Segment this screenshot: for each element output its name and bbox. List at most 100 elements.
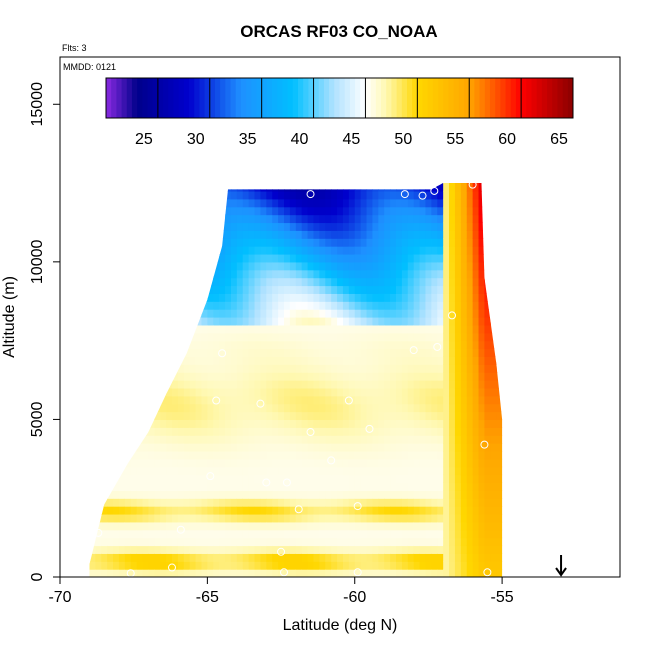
heatmap-cell <box>372 246 379 255</box>
heatmap-cell <box>466 498 474 507</box>
heatmap-cell <box>225 450 232 460</box>
heatmap-cell <box>172 553 179 562</box>
heatmap-cell <box>366 387 374 397</box>
heatmap-cell <box>189 183 197 192</box>
heatmap-cell <box>490 474 497 484</box>
heatmap-cell <box>396 348 403 357</box>
heatmap-cell <box>419 332 427 342</box>
heatmap-cell <box>272 190 279 200</box>
heatmap-cell <box>101 293 108 302</box>
heatmap-cell <box>384 490 391 499</box>
heatmap-cell <box>384 403 391 413</box>
heatmap-cell <box>219 419 226 428</box>
heatmap-cell <box>319 332 326 342</box>
heatmap-cell <box>342 529 350 539</box>
heatmap-cell <box>378 506 385 515</box>
heatmap-cell <box>130 285 138 294</box>
sample-point <box>277 547 286 556</box>
heatmap-cell <box>201 324 208 334</box>
heatmap-cell <box>260 403 267 413</box>
heatmap-cell <box>230 513 238 523</box>
heatmap-cell <box>254 340 262 350</box>
y-tick-label: 5000 <box>29 402 46 438</box>
heatmap-cell <box>89 183 96 184</box>
heatmap-cell <box>407 466 415 476</box>
heatmap-cell <box>189 458 197 468</box>
heatmap-cell <box>313 458 320 468</box>
heatmap-cell <box>472 506 480 515</box>
heatmap-cell <box>142 545 150 554</box>
heatmap-cell <box>289 561 297 570</box>
heatmap-cell <box>460 214 468 224</box>
heatmap-cell <box>154 364 161 373</box>
heatmap-cell <box>466 230 474 239</box>
heatmap-cell <box>107 293 114 302</box>
heatmap-cell <box>95 411 102 421</box>
heatmap-cell <box>260 261 267 271</box>
heatmap-cell <box>225 230 232 239</box>
heatmap-cell <box>342 190 350 200</box>
heatmap-cell <box>484 419 491 428</box>
heatmap-cell <box>89 498 91 507</box>
heatmap-cell <box>142 513 150 523</box>
heatmap-cell <box>113 238 120 247</box>
heatmap-cell <box>248 332 256 342</box>
heatmap-cell <box>472 553 480 562</box>
heatmap-cell <box>407 482 415 491</box>
heatmap-cell <box>413 246 421 255</box>
heatmap-cell <box>384 253 391 263</box>
heatmap-cell <box>419 521 427 531</box>
heatmap-cell <box>195 183 203 184</box>
heatmap-cell <box>248 380 256 389</box>
heatmap-cell <box>148 521 155 531</box>
heatmap-cell <box>95 545 102 554</box>
heatmap-cell <box>348 380 356 389</box>
heatmap-cell <box>413 332 421 342</box>
heatmap-cell <box>396 356 403 365</box>
heatmap-cell <box>466 356 474 365</box>
heatmap-cell <box>437 427 444 436</box>
heatmap-cell <box>195 506 203 515</box>
y-tick-label: 15000 <box>29 82 46 127</box>
heatmap-cell <box>248 545 256 554</box>
colorbar-segment <box>406 78 413 118</box>
heatmap-cell <box>101 332 108 342</box>
heatmap-cell <box>449 356 456 365</box>
heatmap-cell <box>348 529 356 539</box>
heatmap-cell <box>101 380 108 389</box>
heatmap-cell <box>325 450 332 460</box>
heatmap-cell <box>307 513 315 523</box>
heatmap-cell <box>272 513 279 523</box>
heatmap-cell <box>124 443 132 452</box>
heatmap-cell <box>431 427 438 436</box>
heatmap-cell <box>266 340 273 350</box>
heatmap-cell <box>484 364 491 373</box>
heatmap-cell <box>201 427 208 436</box>
heatmap-cell <box>254 450 262 460</box>
heatmap-cell <box>260 553 267 562</box>
heatmap-cell <box>472 364 480 373</box>
heatmap-cell <box>101 253 108 263</box>
heatmap-cell <box>95 490 102 499</box>
heatmap-cell <box>449 490 456 499</box>
heatmap-cell <box>490 443 497 452</box>
heatmap-cell <box>354 513 362 523</box>
heatmap-cell <box>248 183 256 184</box>
heatmap-cell <box>230 356 238 365</box>
heatmap-cell <box>260 513 267 523</box>
heatmap-cell <box>472 498 480 507</box>
heatmap-cell <box>325 214 332 224</box>
heatmap-cell <box>396 301 403 310</box>
heatmap-cell <box>413 498 421 507</box>
heatmap-cell <box>325 443 332 452</box>
heatmap-cell <box>337 450 344 460</box>
heatmap-cell <box>301 309 309 318</box>
heatmap-cell <box>107 506 114 515</box>
heatmap-cell <box>207 403 214 413</box>
heatmap-cell <box>331 324 338 334</box>
heatmap-cell <box>454 482 462 491</box>
heatmap-cell <box>354 214 362 224</box>
heatmap-cell <box>201 372 208 381</box>
heatmap-cell <box>207 206 214 216</box>
heatmap-cell <box>172 466 179 476</box>
